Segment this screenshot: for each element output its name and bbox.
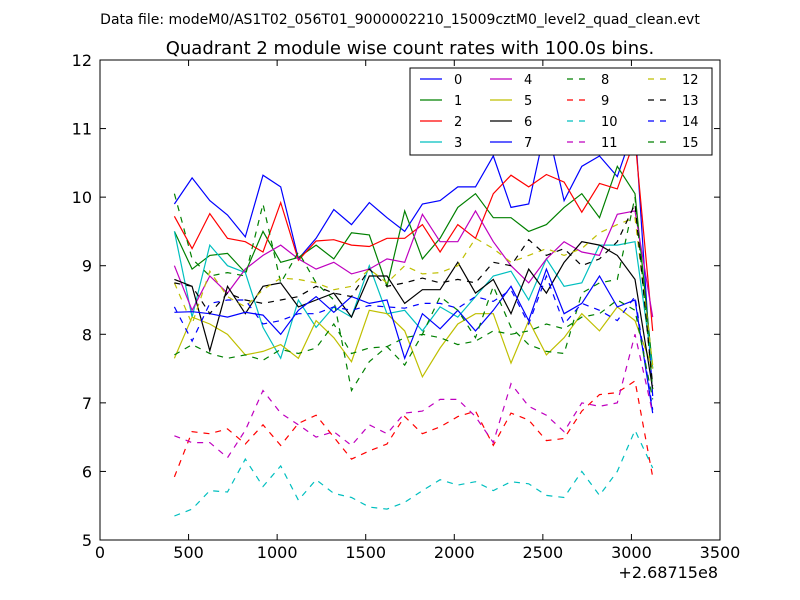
y-tick-label: 5	[82, 531, 92, 550]
x-tick-label: 1500	[345, 543, 386, 562]
legend-label-3: 3	[454, 136, 462, 151]
legend-label-8: 8	[601, 73, 609, 88]
x-tick-label: 2000	[434, 543, 475, 562]
series-line-13	[174, 201, 654, 386]
legend-label-11: 11	[601, 136, 618, 151]
series-line-15	[174, 299, 654, 400]
series-line-1	[173, 164, 654, 369]
x-tick-label: 3000	[611, 543, 652, 562]
suptitle: Data file: modeM0/AS1T02_056T01_90000022…	[100, 12, 700, 28]
legend-label-2: 2	[454, 115, 462, 130]
x-tick-label: 2500	[522, 543, 563, 562]
x-tick-label: 0	[95, 543, 105, 562]
legend-label-15: 15	[682, 136, 699, 151]
series-line-5	[173, 306, 654, 379]
legend-label-5: 5	[524, 94, 532, 109]
legend-label-1: 1	[454, 94, 462, 109]
series-layer	[173, 122, 654, 517]
series-line-8	[173, 193, 654, 393]
legend-label-14: 14	[682, 115, 699, 130]
y-tick-label: 8	[82, 325, 92, 344]
series-line-14	[173, 274, 654, 410]
series-line-0	[173, 122, 654, 397]
legend-label-10: 10	[601, 115, 618, 130]
legend-label-0: 0	[454, 73, 462, 88]
legend-label-6: 6	[524, 115, 532, 130]
series-line-12	[173, 216, 654, 366]
y-tick-label: 11	[72, 120, 92, 139]
series-line-4	[173, 209, 654, 318]
y-tick-label: 12	[72, 51, 92, 70]
legend-label-9: 9	[601, 94, 609, 109]
legend-label-4: 4	[524, 73, 532, 88]
y-tick-label: 7	[82, 394, 92, 413]
x-tick-label: 500	[173, 543, 204, 562]
legend-label-13: 13	[682, 94, 699, 109]
y-tick-label: 10	[72, 188, 92, 207]
legend-label-7: 7	[524, 136, 532, 151]
y-tick-label: 6	[82, 462, 92, 481]
legend-frame	[409, 67, 713, 156]
x-tick-label: 1000	[257, 543, 298, 562]
series-line-2	[173, 138, 654, 331]
x-tick-label: 3500	[700, 543, 741, 562]
legend-label-12: 12	[682, 73, 699, 88]
x-offset-label: +2.68715e8	[618, 563, 718, 582]
series-line-7	[174, 267, 654, 414]
y-tick-label: 9	[82, 257, 92, 276]
chart-title: Quadrant 2 module wise count rates with …	[166, 38, 655, 59]
series-line-9	[173, 379, 654, 478]
